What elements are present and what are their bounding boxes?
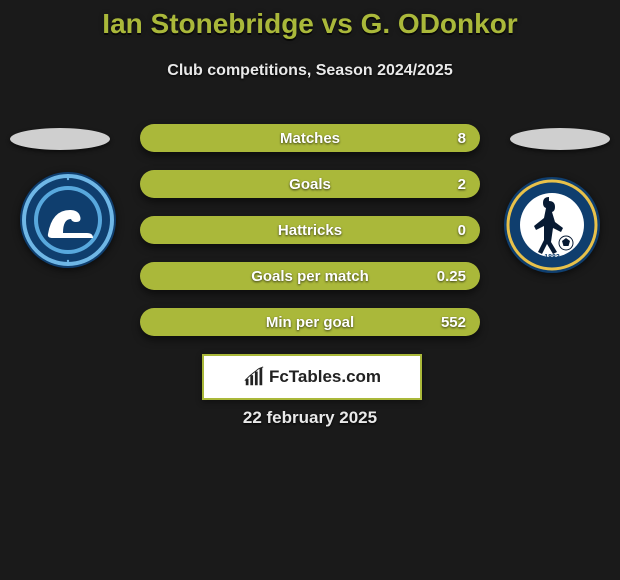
stat-label: Goals xyxy=(140,170,480,198)
comparison-infographic: Ian Stonebridge vs G. ODonkor Club compe… xyxy=(0,0,620,580)
stat-pill: Goals 2 xyxy=(140,170,480,198)
stat-label: Goals per match xyxy=(140,262,480,290)
date-label: 22 february 2025 xyxy=(0,408,620,428)
subtitle: Club competitions, Season 2024/2025 xyxy=(0,62,620,80)
bar-chart-icon xyxy=(243,366,265,388)
stat-right-value: 0 xyxy=(458,216,466,244)
player-left-avatar-placeholder xyxy=(10,128,110,150)
stat-right-value: 8 xyxy=(458,124,466,152)
stat-right-value: 2 xyxy=(458,170,466,198)
stat-pill: Min per goal 552 xyxy=(140,308,480,336)
stat-pill: Goals per match 0.25 xyxy=(140,262,480,290)
stat-label: Matches xyxy=(140,124,480,152)
source-badge: FcTables.com xyxy=(202,354,422,400)
stat-pill: Matches 8 xyxy=(140,124,480,152)
crest-year: 1883 xyxy=(544,254,560,261)
source-badge-text: FcTables.com xyxy=(269,367,381,387)
stat-right-value: 552 xyxy=(441,308,466,336)
stat-label: Hattricks xyxy=(140,216,480,244)
wycombe-wanderers-crest-icon xyxy=(18,170,118,270)
page-title: Ian Stonebridge vs G. ODonkor xyxy=(0,8,620,40)
stat-row-matches: Matches 8 Goals 2 Hattricks 0 Goals per … xyxy=(140,124,480,354)
club-crest-left xyxy=(18,175,118,265)
stat-right-value: 0.25 xyxy=(437,262,466,290)
stat-pill: Hattricks 0 xyxy=(140,216,480,244)
stat-label: Min per goal xyxy=(140,308,480,336)
player-right-avatar-placeholder xyxy=(510,128,610,150)
club-crest-right: 1883 xyxy=(502,180,602,270)
bristol-rovers-crest-icon: 1883 xyxy=(502,175,602,275)
